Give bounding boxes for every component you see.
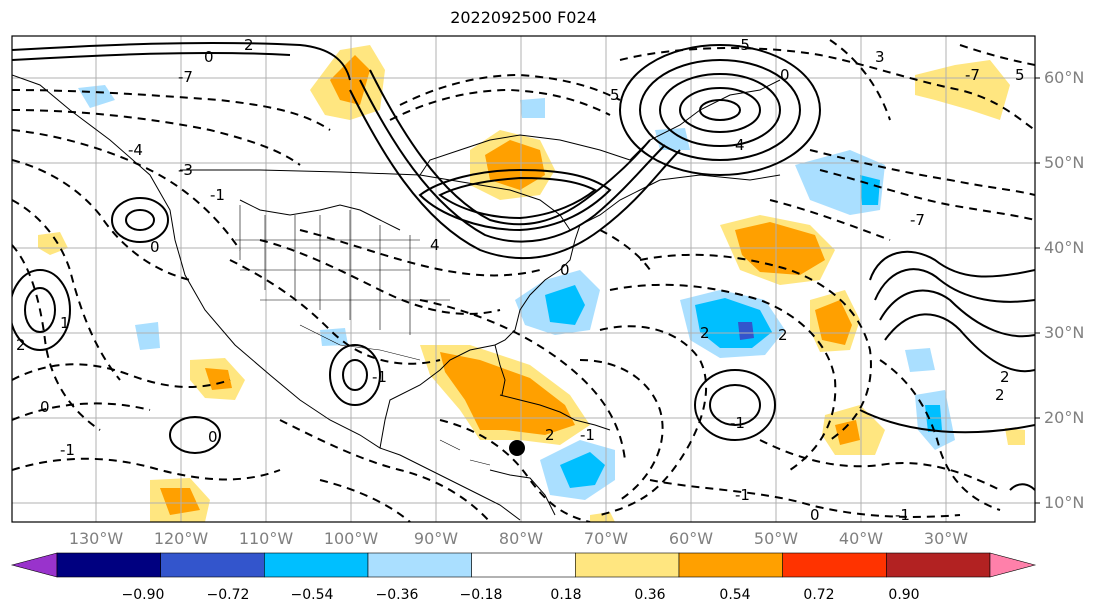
contour-label: 3 [875, 48, 885, 66]
colorbar-tick-label: 0.54 [719, 587, 751, 603]
contour-label: 1 [60, 314, 70, 332]
lon-label-60w: 60°W [668, 529, 714, 548]
contour-label: 4 [735, 136, 745, 154]
colorbar-tick-label: −0.36 [375, 587, 419, 603]
contour-label: 2 [995, 386, 1005, 404]
colorbar-extend-high [989, 552, 1037, 578]
colorbar-tick-label: 0.90 [888, 587, 920, 603]
lon-label-30w: 30°W [923, 529, 969, 548]
lon-label-80w: 80°W [498, 529, 544, 548]
lon-label-90w: 90°W [413, 529, 459, 548]
lon-label-50w: 50°W [753, 529, 799, 548]
lat-label-10n: 10°N [1044, 493, 1085, 512]
negative-anomaly-fills [78, 85, 955, 500]
contour-label: -7 [965, 66, 980, 84]
colorbar-cell [367, 552, 472, 578]
colorbar-cell [886, 552, 991, 578]
contour-label: 0 [40, 398, 50, 416]
political-borders [235, 205, 491, 466]
contour-label: -1 [210, 186, 225, 204]
colorbar-tick-label: −0.72 [206, 587, 250, 603]
colorbar-cell [678, 552, 783, 578]
lon-label-100w: 100°W [323, 529, 379, 548]
storm-center-marker [509, 440, 525, 456]
colorbar-tick-label: 0.18 [550, 587, 582, 603]
contour-label: 5 [610, 86, 620, 104]
contour-label: -1 [372, 368, 387, 386]
contour-label: -1 [895, 506, 910, 524]
negative-contours [12, 39, 1035, 522]
lat-label-50n: 50°N [1044, 153, 1085, 172]
contour-label: 2 [16, 336, 26, 354]
contour-label: 0 [560, 261, 570, 279]
map-title: 2022092500 F024 [450, 8, 597, 27]
contour-label: 2 [700, 324, 710, 342]
positive-contours [12, 41, 1035, 491]
coastlines [12, 74, 781, 521]
contour-label: 2 [545, 426, 555, 444]
contour-label: -1 [60, 441, 75, 459]
colorbar-cell [575, 552, 680, 578]
contour-label: 0 [810, 506, 820, 524]
contour-label: 2 [1000, 368, 1010, 386]
contour-label: 4 [430, 236, 440, 254]
colorbar-cell [56, 552, 161, 578]
colorbar [10, 552, 1037, 578]
colorbar-cell [264, 552, 369, 578]
contour-label: -1 [580, 426, 595, 444]
map-frame [11, 35, 1036, 523]
lon-label-70w: 70°W [583, 529, 629, 548]
contour-label: 0 [204, 48, 214, 66]
colorbar-cell [471, 552, 576, 578]
colorbar-tick-label: −0.90 [121, 587, 165, 603]
contour-label: -7 [910, 211, 925, 229]
contour-label: -4 [128, 141, 143, 159]
contour-label: -5 [735, 36, 750, 54]
lat-label-40n: 40°N [1044, 238, 1085, 257]
lon-label-110w: 110°W [238, 529, 294, 548]
lon-label-40w: 40°W [838, 529, 884, 548]
contour-label: 0 [208, 428, 218, 446]
colorbar-cell [160, 552, 265, 578]
lat-label-60n: 60°N [1044, 68, 1085, 87]
contour-label: -1 [735, 486, 750, 504]
colorbar-tick-label: −0.18 [459, 587, 503, 603]
colorbar-tick-label: 0.36 [634, 587, 666, 603]
lon-label-120w: 120°W [153, 529, 209, 548]
colorbar-cell [782, 552, 887, 578]
lat-label-30n: 30°N [1044, 323, 1085, 342]
lat-label-20n: 20°N [1044, 408, 1085, 427]
lon-label-130w: 130°W [68, 529, 124, 548]
colorbar-extend-low [10, 552, 58, 578]
contour-labels: 0 2 -7 -4 -3 -1 0 2 1 0 -1 0 -1 4 0 5 -5… [16, 36, 1025, 524]
contour-label: -3 [178, 161, 193, 179]
contour-label: 2 [244, 36, 254, 54]
colorbar-tick-label: 0.72 [803, 587, 835, 603]
contour-label: 2 [778, 326, 788, 344]
colorbar-tick-label: −0.54 [290, 587, 334, 603]
contour-label: 5 [1015, 66, 1025, 84]
contour-label: 0 [780, 66, 790, 84]
contour-label: -1 [730, 414, 745, 432]
contour-label: 0 [150, 238, 160, 256]
contour-label: -7 [178, 68, 193, 86]
